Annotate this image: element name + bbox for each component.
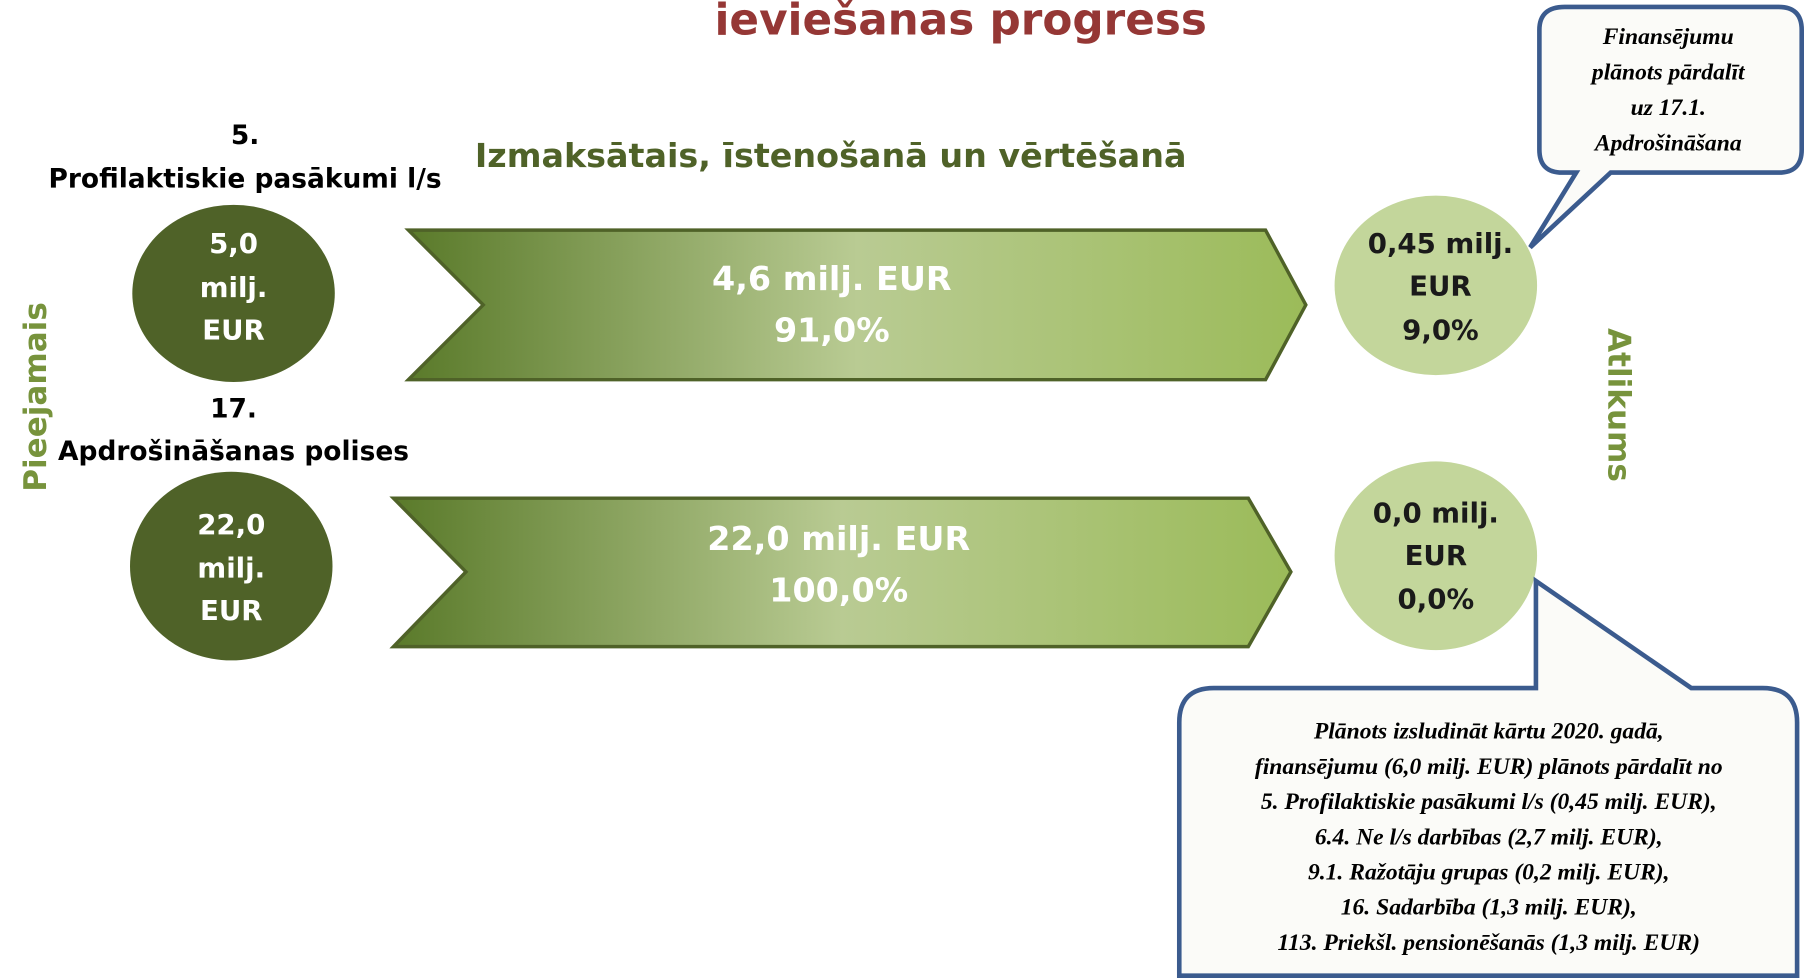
callout-text: Plānots izsludināt kārtu 2020. gadā,: [1313, 719, 1664, 745]
callout-text: 9.1. Ražotāju grupas (0,2 milj. EUR),: [1308, 859, 1670, 885]
remaining-circle: [1334, 195, 1538, 376]
remaining-circle: [1334, 461, 1538, 651]
callout-text: 113. Priekšl. pensionēšanās (1,3 milj. E…: [1278, 930, 1700, 956]
callout-text: Apdrošināšana: [1593, 131, 1742, 157]
available-circle: [132, 204, 335, 383]
header: Izmaksātais, īstenošanā un vērtēšanā: [475, 136, 1187, 175]
remaining-value: 9,0%: [1402, 313, 1479, 346]
available-value: 22,0: [197, 508, 265, 541]
arrow: [404, 228, 1308, 382]
available-circle: [130, 471, 333, 661]
left-label: Pieejamais: [18, 302, 54, 492]
callout-text: 5. Profilaktiskie pasākumi l/s (0,45 mil…: [1261, 789, 1717, 815]
available-value: EUR: [200, 594, 263, 627]
paid-value: 22,0 milj. EUR: [707, 519, 970, 558]
remaining-value: 0,0%: [1398, 583, 1475, 616]
available-value: milj.: [200, 271, 268, 304]
callout: [1528, 4, 1804, 250]
available-value: EUR: [202, 313, 265, 346]
right-label: Atlikums: [1600, 328, 1636, 482]
remaining-value: EUR: [1405, 539, 1468, 572]
callout-text: uz 17.1.: [1631, 95, 1706, 121]
available-value: 5,0: [209, 227, 258, 260]
paid-value: 100,0%: [769, 571, 908, 610]
callout: [1176, 576, 1800, 978]
remaining-value: EUR: [1409, 270, 1472, 303]
paid-value: 91,0%: [774, 311, 890, 350]
row-heading: Apdrošināšanas polises: [58, 436, 409, 467]
title: ieviešanas progress: [714, 0, 1206, 46]
available-value: milj.: [197, 552, 265, 585]
callout-text: finansējumu (6,0 milj. EUR) plānots pārd…: [1255, 754, 1723, 780]
row-heading: Profilaktiskie pasākumi l/s: [48, 164, 441, 195]
arrow: [389, 496, 1293, 649]
row-heading: 17.: [210, 394, 257, 425]
callout-text: 6.4. Ne l/s darbības (2,7 milj. EUR),: [1315, 824, 1663, 850]
callout-text: plānots pārdalīt: [1590, 59, 1746, 85]
row-heading: 5.: [231, 120, 259, 151]
remaining-value: 0,45 milj.: [1368, 227, 1513, 260]
callout-text: 16. Sadarbība (1,3 milj. EUR),: [1341, 895, 1637, 921]
paid-value: 4,6 milj. EUR: [712, 259, 952, 298]
remaining-value: 0,0 milj.: [1373, 496, 1499, 529]
callout-text: Finansējumu: [1602, 24, 1734, 50]
